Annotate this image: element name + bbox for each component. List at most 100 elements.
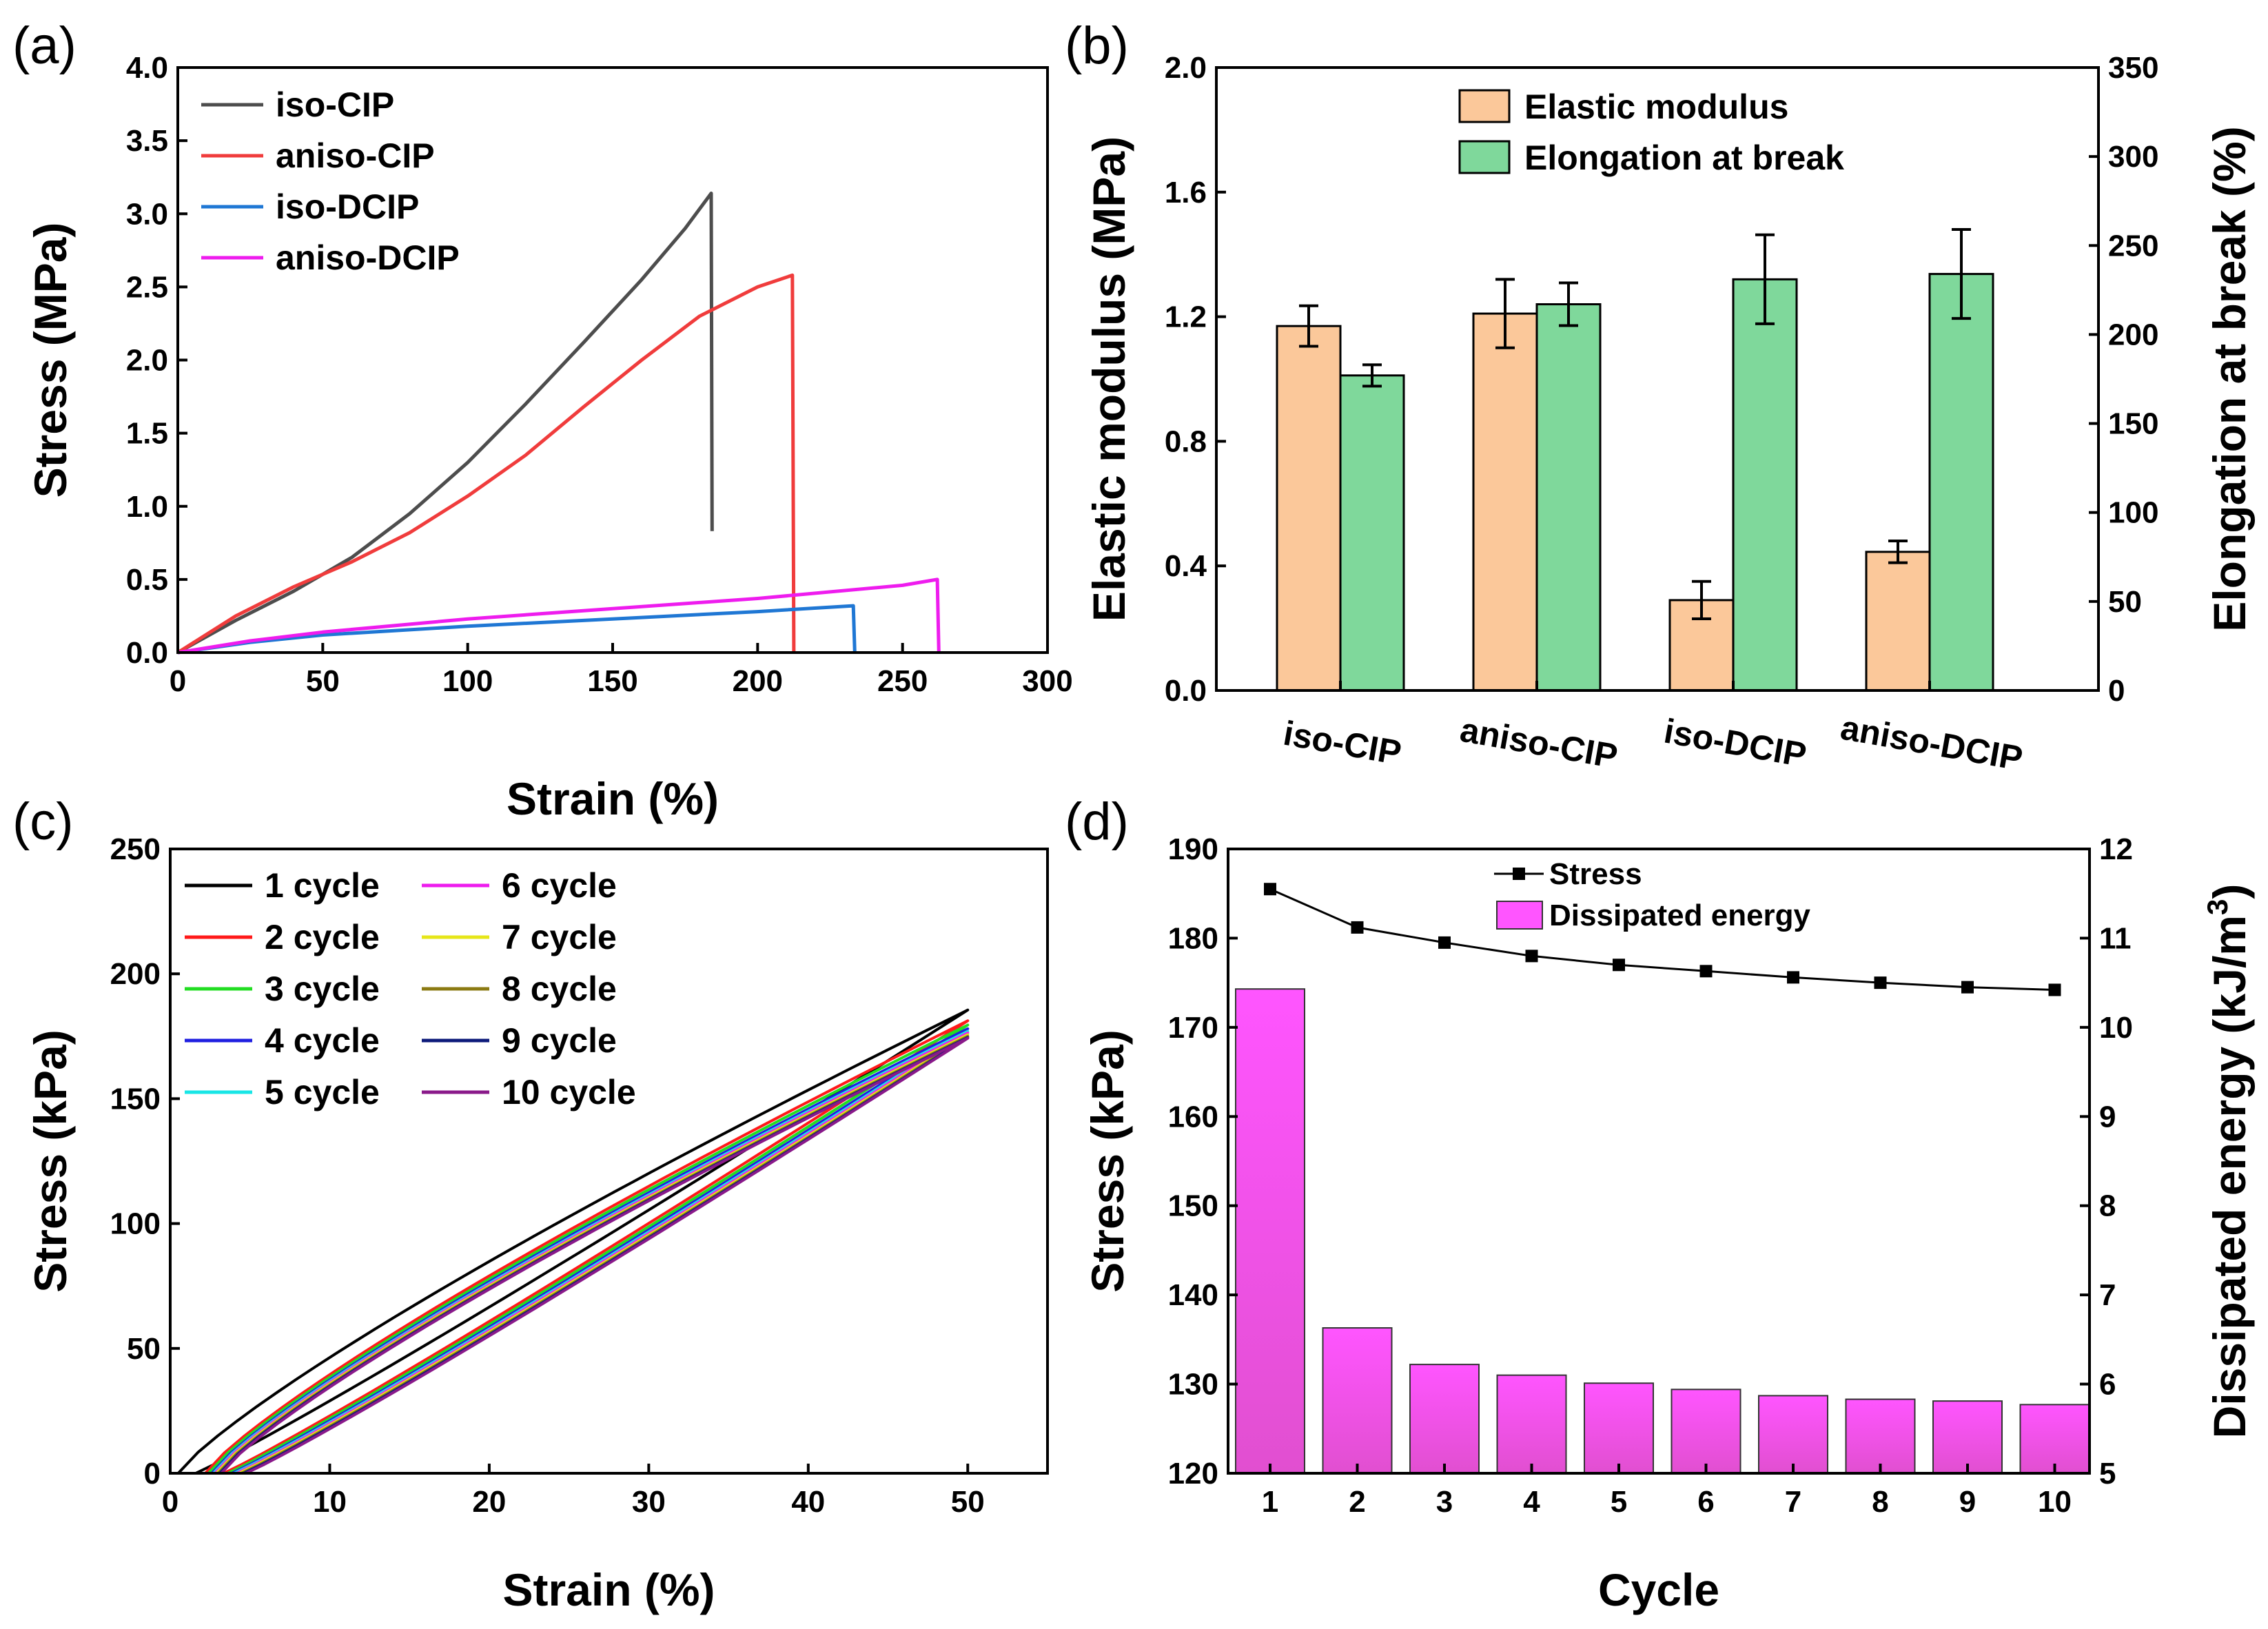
panel-c-x-tick-label: 10: [313, 1485, 347, 1519]
panel-d-y-tick-label: 170: [1168, 1011, 1218, 1045]
legend-label-4 cycle: 4 cycle: [265, 1021, 380, 1060]
legend-label-9 cycle: 9 cycle: [502, 1021, 617, 1060]
panel-b-y-tick-label: 1.2: [1165, 300, 1207, 334]
panel-c-cyclic-chart: 1 cycle 2 cycle 3 cycle 4 cycle 5 cycle 6 cyc…: [25, 832, 1049, 1615]
legend-label-3 cycle: 3 cycle: [265, 970, 380, 1008]
legend-swatch-Elongation at break: [1458, 140, 1511, 174]
panel-d-y2-tick-label: 6: [2099, 1368, 2116, 1402]
hysteresis-loop-4 cycle: [210, 1027, 970, 1475]
hysteresis-loop-10 cycle: [220, 1036, 970, 1475]
panel-a-letter: (a): [12, 17, 76, 75]
bar-elongation-at-break: [1535, 303, 1602, 692]
bar-elongation-at-break: [1928, 273, 1994, 692]
panel-a-y-tick-label: 2.0: [126, 344, 168, 378]
legend-label-stress: Stress: [1549, 857, 1642, 891]
panel-d-y2-tick-label: 7: [2099, 1278, 2116, 1312]
legend-label-aniso-CIP: aniso-CIP: [276, 136, 435, 175]
bar-dissipated-energy: [1758, 1395, 1828, 1474]
panel-a-y-tick-label: 1.5: [126, 417, 168, 451]
panel-a-y-tick-label: 0.5: [126, 563, 168, 597]
bar-elongation-at-break: [1339, 374, 1405, 692]
panel-a-x-tick-label: 100: [442, 664, 493, 698]
panel-d-x-tick-label: 1: [1262, 1485, 1278, 1519]
bar-dissipated-energy: [1845, 1398, 1916, 1475]
panel-d-x-tick-label: 8: [1872, 1485, 1888, 1519]
hysteresis-loop-3 cycle: [207, 1023, 970, 1475]
series-line-aniso-DCIP: [177, 577, 941, 655]
legend-label-aniso-DCIP: aniso-DCIP: [276, 238, 460, 277]
bar-elastic-modulus: [1865, 551, 1931, 692]
panel-c-x-tick-label: 40: [791, 1485, 825, 1519]
panel-b-y2-tick-label: 200: [2108, 318, 2158, 351]
panel-b-y-tick-label: 2.0: [1165, 51, 1207, 85]
panel-a-y-tick-label: 4.0: [126, 51, 168, 85]
panel-b-y2-tick-label: 100: [2108, 496, 2158, 530]
legend-label-Elongation at break: Elongation at break: [1524, 139, 1844, 177]
panel-b-y-axis-label: Elastic modulus (MPa): [1083, 136, 1134, 622]
panel-a-x-tick-label: 200: [733, 664, 783, 698]
bar-dissipated-energy: [1409, 1364, 1480, 1475]
stress-point-marker: [1525, 950, 1538, 963]
legend-label-7 cycle: 7 cycle: [502, 918, 617, 956]
panel-a-x-tick-label: 150: [587, 664, 637, 698]
stress-point-marker: [1787, 971, 1799, 984]
hysteresis-loop-2 cycle: [204, 1019, 970, 1475]
panel-d-y2-tick-label: 10: [2099, 1011, 2133, 1045]
panel-b-y2-tick-label: 250: [2108, 229, 2158, 263]
panel-c-y-tick-label: 0: [144, 1457, 161, 1490]
legend-swatch-dissipated-energy: [1496, 901, 1543, 930]
panel-b-y2-tick-label: 0: [2108, 674, 2125, 708]
panel-b-y2-tick-label: 150: [2108, 407, 2158, 441]
legend-marker-stress: [1513, 868, 1525, 880]
panel-d-y-tick-label: 150: [1168, 1189, 1218, 1223]
panel-a-x-tick-label: 250: [877, 664, 928, 698]
panel-b-y2-tick-label: 350: [2108, 51, 2158, 85]
category-label: iso-DCIP: [1661, 712, 1809, 775]
bar-dissipated-energy: [1496, 1374, 1567, 1474]
panel-a-y-tick-label: 3.5: [126, 124, 168, 158]
panel-b-y2-tick-label: 50: [2108, 585, 2142, 619]
bar-elastic-modulus: [1472, 312, 1538, 692]
panel-b-y2-axis-label: Elongation at break (%): [2204, 126, 2255, 631]
panel-a-y-tick-label: 0.0: [126, 636, 168, 670]
stress-point-marker: [2048, 983, 2061, 996]
panel-d-y-tick-label: 130: [1168, 1368, 1218, 1402]
panel-d-y-axis-label: Stress (kPa): [1082, 1029, 1133, 1293]
legend-label-5 cycle: 5 cycle: [265, 1073, 380, 1111]
panel-a-x-tick-label: 300: [1022, 664, 1072, 698]
panel-d-y-tick-label: 120: [1168, 1457, 1218, 1490]
panel-d-x-tick-label: 2: [1349, 1485, 1365, 1519]
panel-d-x-tick-label: 9: [1959, 1485, 1976, 1519]
bar-dissipated-energy: [1932, 1400, 2003, 1474]
panel-d-x-tick-label: 6: [1697, 1485, 1714, 1519]
panel-d-y2-tick-label: 8: [2099, 1189, 2116, 1223]
stress-point-marker: [1961, 981, 1974, 994]
legend-label-iso-CIP: iso-CIP: [276, 85, 394, 124]
panel-c-plot-frame: [169, 848, 1049, 1475]
panel-d-y2-tick-label: 12: [2099, 832, 2133, 866]
legend-label-8 cycle: 8 cycle: [502, 970, 617, 1008]
panel-d-y2-tick-label: 5: [2099, 1457, 2116, 1490]
bar-dissipated-energy: [1235, 988, 1305, 1474]
panel-c-letter: (c): [12, 792, 74, 851]
panel-d-y-tick-label: 140: [1168, 1278, 1218, 1312]
legend-label-Elastic modulus: Elastic modulus: [1524, 88, 1788, 126]
panel-a-x-axis-label: Strain (%): [507, 773, 719, 824]
legend-label-2 cycle: 2 cycle: [265, 918, 380, 956]
panel-b-bar-chart: iso-CIP aniso-CIP iso-DCIP aniso-DCIP Elasti…: [1083, 51, 2255, 778]
stress-line: [1269, 888, 2055, 991]
series-line-iso-CIP: [176, 192, 714, 655]
panel-c-y-tick-label: 150: [110, 1082, 161, 1116]
category-label: aniso-DCIP: [1838, 708, 2025, 778]
stress-point-marker: [1613, 959, 1625, 972]
panel-d-y-tick-label: 180: [1168, 921, 1218, 955]
panel-b-y2-tick-label: 300: [2108, 140, 2158, 174]
panel-a-y-axis-label: Stress (MPa): [25, 223, 76, 498]
panel-b-y-tick-label: 0.0: [1165, 674, 1207, 708]
series-line-aniso-CIP: [176, 273, 796, 655]
panel-d-x-axis-label: Cycle: [1598, 1564, 1719, 1615]
bar-dissipated-energy: [1322, 1327, 1393, 1474]
panel-c-y-axis-label: Stress (kPa): [25, 1029, 76, 1293]
